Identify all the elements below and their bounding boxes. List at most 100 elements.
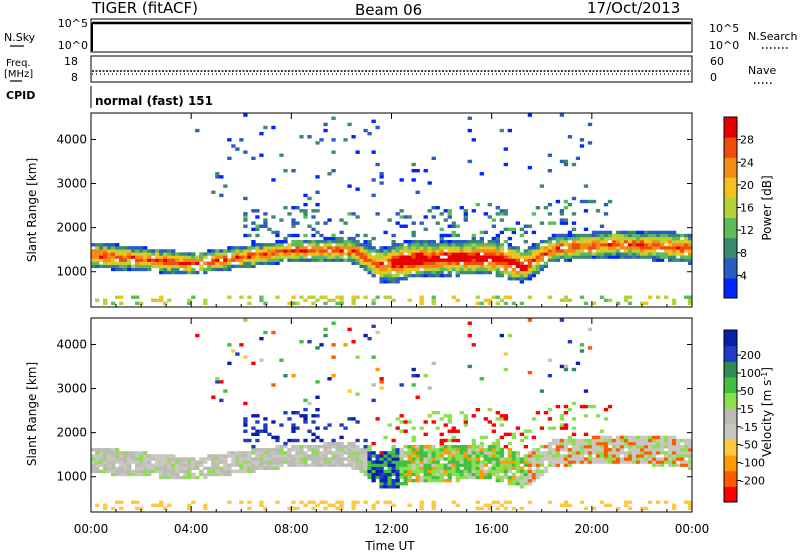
power-cell <box>371 193 376 198</box>
power-cell <box>371 246 376 250</box>
power-cell <box>355 215 360 219</box>
velocity-cell <box>607 435 613 440</box>
power-cell <box>503 270 508 275</box>
velocity-cell <box>379 478 384 483</box>
velocity-cell <box>455 444 460 449</box>
velocity-cell <box>443 478 448 483</box>
power-cell <box>391 233 396 238</box>
velocity-cell <box>539 389 545 393</box>
velocity-cell <box>291 463 296 467</box>
power-cell <box>271 230 276 235</box>
velocity-cell <box>447 444 452 449</box>
velocity-cell <box>535 454 541 458</box>
velocity-cell <box>267 466 272 470</box>
velocity-cell <box>675 444 681 449</box>
power-cell <box>363 246 368 250</box>
power-cell <box>307 239 312 244</box>
power-cell <box>599 224 605 228</box>
power-cell <box>627 301 633 306</box>
velocity-cell <box>671 438 677 443</box>
velocity-cell <box>523 454 529 458</box>
velocity-cell <box>263 423 268 427</box>
velocity-cell <box>115 457 120 461</box>
power-cell <box>515 264 521 269</box>
power-cell <box>299 252 304 256</box>
power-cell <box>235 249 240 253</box>
velocity-cell <box>431 448 436 452</box>
velocity-cell <box>231 454 236 458</box>
power-cell <box>311 239 316 244</box>
velocity-cell <box>447 429 452 433</box>
power-cell <box>251 261 256 265</box>
power-cell <box>159 298 164 303</box>
power-cell <box>243 218 248 222</box>
velocity-cell <box>311 506 316 511</box>
velocity-cell <box>371 454 376 458</box>
velocity-cell <box>555 454 561 458</box>
power-cell <box>263 224 268 228</box>
power-cell <box>127 261 132 265</box>
velocity-cell <box>367 463 372 467</box>
velocity-cell <box>487 475 492 480</box>
power-cell <box>447 212 452 216</box>
velocity-cell <box>423 472 428 477</box>
velocity-cell <box>123 457 128 461</box>
velocity-cell <box>435 426 440 430</box>
power-cell <box>423 227 428 232</box>
power-cell <box>123 249 128 253</box>
power-cell <box>519 267 525 272</box>
velocity-cell <box>455 466 460 470</box>
velocity-cell <box>491 472 496 477</box>
power-cell <box>227 261 232 265</box>
power-cell <box>531 270 537 275</box>
velocity-cell <box>307 454 312 458</box>
power-cell <box>255 258 260 262</box>
velocity-cell <box>243 463 248 467</box>
power-cell <box>451 243 456 247</box>
velocity-cell <box>467 466 472 470</box>
power-cell <box>647 295 653 299</box>
velocity-cell <box>355 392 360 396</box>
velocity-cell <box>239 457 244 461</box>
power-cell <box>315 239 320 244</box>
velocity-cell <box>487 448 492 452</box>
power-cell <box>571 196 577 201</box>
velocity-cell <box>239 460 244 464</box>
power-cell <box>419 255 424 259</box>
velocity-cell <box>579 343 585 347</box>
power-cell <box>499 255 504 259</box>
power-cell <box>503 295 508 299</box>
velocity-cell <box>455 454 460 458</box>
velocity-cell <box>551 451 557 455</box>
velocity-cell <box>511 454 517 458</box>
power-cell <box>499 128 504 133</box>
velocity-cell <box>427 457 432 461</box>
velocity-cell <box>247 506 252 511</box>
velocity-cell <box>383 472 388 477</box>
velocity-cell <box>159 460 164 464</box>
power-cell <box>543 261 549 265</box>
power-cell <box>655 243 661 247</box>
power-cell <box>471 252 476 256</box>
velocity-cell <box>119 466 124 470</box>
velocity-cell <box>203 457 208 461</box>
velocity-cell <box>387 482 392 486</box>
power-cell <box>431 239 436 244</box>
power-cell <box>295 221 300 225</box>
power-cell <box>419 243 424 247</box>
power-cell <box>603 239 609 244</box>
power-cell <box>267 227 272 232</box>
power-cell <box>275 258 280 262</box>
velocity-cell <box>675 457 681 461</box>
velocity-cell <box>347 327 352 332</box>
power-cell <box>135 246 140 250</box>
velocity-cell <box>99 469 104 474</box>
power-cell <box>499 252 504 256</box>
power-cell <box>203 298 208 303</box>
velocity-cell <box>519 432 525 437</box>
power-cell <box>555 255 561 259</box>
power-cell <box>579 295 585 299</box>
velocity-cell <box>647 435 653 440</box>
velocity-cell <box>507 457 512 461</box>
velocity-cell <box>495 444 500 449</box>
